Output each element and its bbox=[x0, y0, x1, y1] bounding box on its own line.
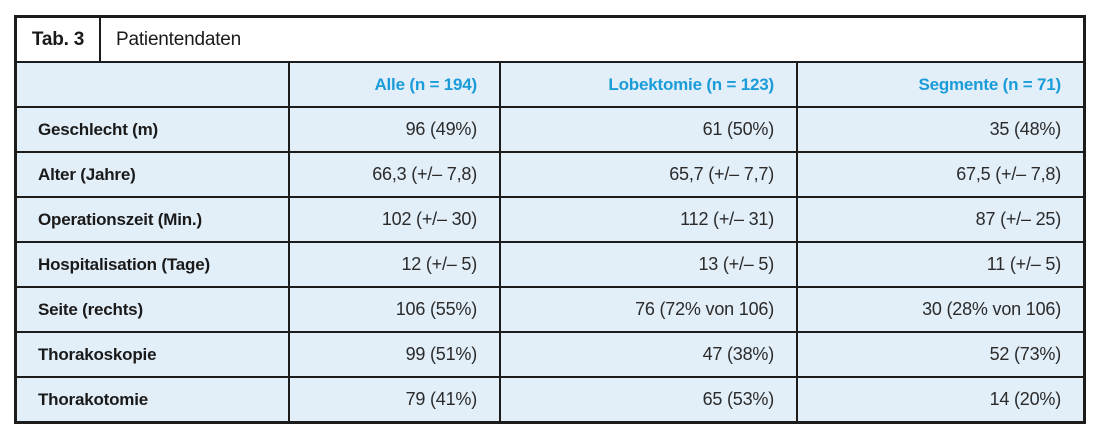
table-header-row: Alle (n = 194) Lobektomie (n = 123) Segm… bbox=[17, 61, 1083, 106]
table-row: Thorakotomie 79 (41%) 65 (53%) 14 (20%) bbox=[17, 376, 1083, 421]
cell-value: 106 (55%) bbox=[288, 288, 499, 331]
table-row: Operationszeit (Min.) 102 (+/– 30) 112 (… bbox=[17, 196, 1083, 241]
cell-value: 52 (73%) bbox=[796, 333, 1083, 376]
row-label: Thorakotomie bbox=[38, 389, 149, 409]
table-row: Geschlecht (m) 96 (49%) 61 (50%) 35 (48%… bbox=[17, 106, 1083, 151]
cell-value: 30 (28% von 106) bbox=[796, 288, 1083, 331]
cell-value: 61 (50%) bbox=[499, 108, 796, 151]
table-row: Hospitalisation (Tage) 12 (+/– 5) 13 (+/… bbox=[17, 241, 1083, 286]
table-number-label: Tab. 3 bbox=[17, 18, 101, 61]
cell-value: 102 (+/– 30) bbox=[288, 198, 499, 241]
cell-value: 13 (+/– 5) bbox=[499, 243, 796, 286]
row-label: Operationszeit (Min.) bbox=[38, 209, 202, 229]
table-row: Alter (Jahre) 66,3 (+/– 7,8) 65,7 (+/– 7… bbox=[17, 151, 1083, 196]
table-title: Patientendaten bbox=[116, 28, 242, 50]
cell-value: 47 (38%) bbox=[499, 333, 796, 376]
cell-value: 66,3 (+/– 7,8) bbox=[288, 153, 499, 196]
header-empty-cell bbox=[17, 63, 288, 106]
cell-value: 96 (49%) bbox=[288, 108, 499, 151]
table-title-bar: Tab. 3 Patientendaten bbox=[17, 18, 1083, 61]
cell-value: 35 (48%) bbox=[796, 108, 1083, 151]
cell-value: 65 (53%) bbox=[499, 378, 796, 421]
cell-value: 76 (72% von 106) bbox=[499, 288, 796, 331]
cell-value: 65,7 (+/– 7,7) bbox=[499, 153, 796, 196]
table-row: Seite (rechts) 106 (55%) 76 (72% von 106… bbox=[17, 286, 1083, 331]
cell-value: 112 (+/– 31) bbox=[499, 198, 796, 241]
header-lobektomie: Lobektomie (n = 123) bbox=[499, 63, 796, 106]
row-label: Hospitalisation (Tage) bbox=[38, 254, 210, 274]
cell-value: 67,5 (+/– 7,8) bbox=[796, 153, 1083, 196]
cell-value: 14 (20%) bbox=[796, 378, 1083, 421]
row-label: Alter (Jahre) bbox=[38, 164, 136, 184]
table-row: Thorakoskopie 99 (51%) 47 (38%) 52 (73%) bbox=[17, 331, 1083, 376]
cell-value: 12 (+/– 5) bbox=[288, 243, 499, 286]
row-label: Seite (rechts) bbox=[38, 299, 143, 319]
patient-data-table-panel: Tab. 3 Patientendaten Alle (n = 194) Lob… bbox=[14, 15, 1086, 424]
cell-value: 99 (51%) bbox=[288, 333, 499, 376]
cell-value: 11 (+/– 5) bbox=[796, 243, 1083, 286]
row-label: Thorakoskopie bbox=[38, 344, 157, 364]
header-alle: Alle (n = 194) bbox=[288, 63, 499, 106]
cell-value: 79 (41%) bbox=[288, 378, 499, 421]
header-segmente: Segmente (n = 71) bbox=[796, 63, 1083, 106]
row-label: Geschlecht (m) bbox=[38, 119, 159, 139]
cell-value: 87 (+/– 25) bbox=[796, 198, 1083, 241]
